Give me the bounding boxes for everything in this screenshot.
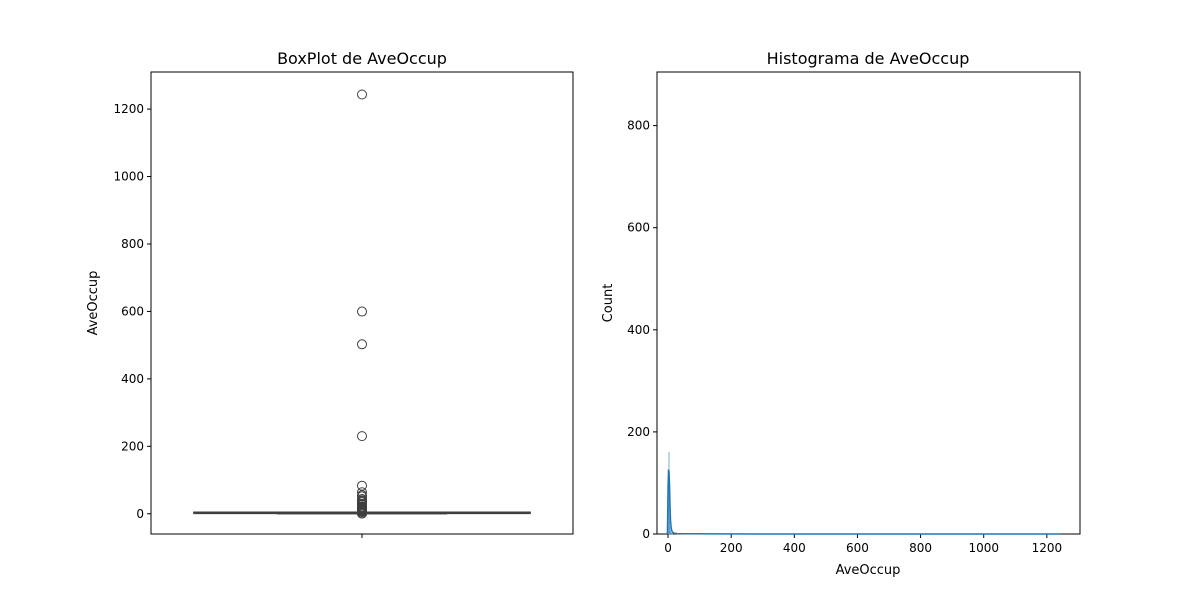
histogram-bar-14 bbox=[672, 533, 674, 535]
boxplot-outlier-38 bbox=[357, 508, 367, 519]
histogram-kde bbox=[666, 468, 1062, 535]
histogram-y-tick-label-3: 600 bbox=[627, 221, 650, 235]
boxplot-outlier-2 bbox=[357, 339, 367, 350]
histogram-x-tick-label-4: 800 bbox=[909, 541, 932, 555]
boxplot-outlier-1 bbox=[357, 306, 367, 317]
boxplot-y-tick-label-4: 800 bbox=[121, 237, 144, 251]
histogram-y-tick-label-4: 800 bbox=[627, 119, 650, 133]
boxplot-outlier-3 bbox=[357, 431, 367, 442]
histogram-y-tick-label-0: 0 bbox=[642, 527, 650, 541]
boxplot-panel: BoxPlot de AveOccup AveOccup 0 200 400 600 8… bbox=[86, 49, 574, 538]
histogram-kde-line bbox=[666, 468, 1062, 535]
boxplot-axes-frame bbox=[150, 71, 574, 535]
boxplot-y-tick-label-3: 600 bbox=[121, 304, 144, 318]
histogram-axes-frame bbox=[656, 71, 1081, 535]
histogram-x-tick-label-2: 400 bbox=[783, 541, 806, 555]
histogram-panel: Histograma de AveOccup Count AveOccup 0 2… bbox=[601, 49, 1081, 578]
histogram-x-tick-label-5: 1000 bbox=[968, 541, 999, 555]
histogram-y-tick-label-2: 400 bbox=[627, 323, 650, 337]
histogram-x-tick-label-1: 200 bbox=[720, 541, 743, 555]
boxplot-y-ticks: 0 200 400 600 800 1000 1200 bbox=[113, 102, 363, 538]
histogram-y-axis-label: Count bbox=[601, 284, 616, 323]
boxplot-y-tick-label-2: 400 bbox=[121, 372, 144, 386]
boxplot-y-tick-label-5: 1000 bbox=[113, 170, 144, 184]
histogram-y-tick-label-1: 200 bbox=[627, 425, 650, 439]
boxplot-title: BoxPlot de AveOccup bbox=[277, 49, 447, 68]
histogram-x-tick-label-3: 600 bbox=[846, 541, 869, 555]
histogram-y-ticks: 0 200 400 600 800 bbox=[627, 119, 657, 541]
boxplot-outliers bbox=[357, 89, 367, 519]
boxplot-outlier-0 bbox=[357, 89, 367, 100]
histogram-x-axis-label: AveOccup bbox=[836, 563, 901, 578]
histogram-title: Histograma de AveOccup bbox=[767, 49, 970, 68]
boxplot-y-tick-label-0: 0 bbox=[136, 507, 144, 521]
boxplot-y-tick-label-1: 200 bbox=[121, 439, 144, 453]
histogram-x-ticks: 0 200 400 600 800 1000 1200 bbox=[664, 534, 1062, 555]
histogram-x-tick-label-0: 0 bbox=[664, 541, 672, 555]
boxplot-y-axis-label: AveOccup bbox=[86, 271, 101, 336]
histogram-x-tick-label-6: 1200 bbox=[1032, 541, 1063, 555]
boxplot-y-tick-label-6: 1200 bbox=[113, 102, 144, 116]
